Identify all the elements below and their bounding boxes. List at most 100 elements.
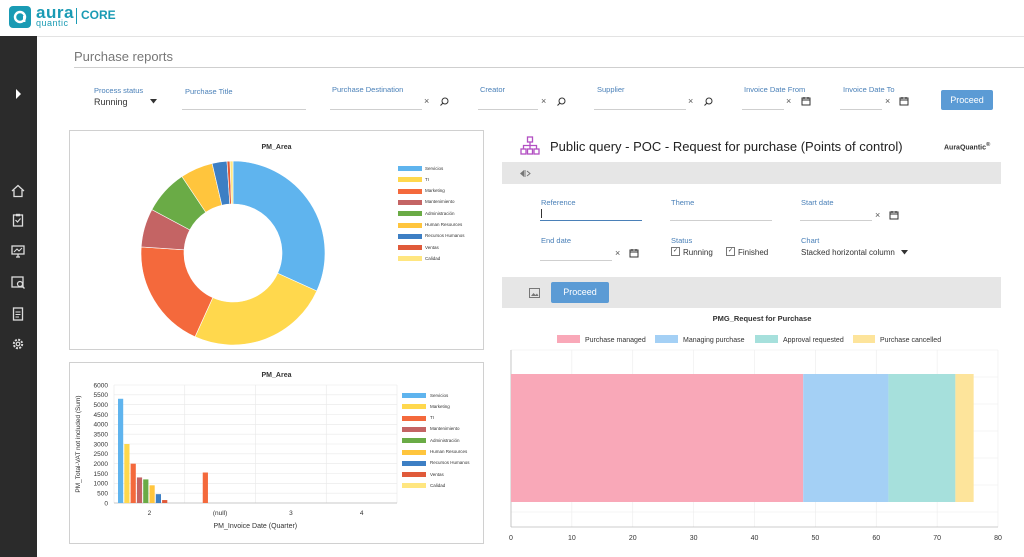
end-date-input[interactable] [540, 260, 612, 261]
legend-label: TI [425, 176, 429, 182]
status-label: Status [671, 236, 693, 245]
x-tick-label: 50 [811, 535, 819, 542]
calendar-icon[interactable] [899, 96, 909, 106]
legend-swatch [402, 483, 426, 489]
collapse-icon[interactable] [519, 169, 531, 178]
y-tick-label: 4500 [94, 412, 109, 419]
reference-input[interactable] [540, 220, 642, 221]
legend-swatch [398, 233, 422, 239]
legend-swatch [402, 449, 426, 455]
search-icon[interactable] [704, 97, 713, 106]
clipboard-icon[interactable] [10, 212, 26, 228]
bar[interactable] [155, 494, 161, 503]
finished-checkbox[interactable]: ✓ [726, 247, 735, 256]
clear-icon[interactable]: × [786, 96, 792, 106]
legend-swatch [853, 335, 875, 343]
purchase-title-input[interactable] [182, 109, 306, 110]
stacked-bar-segment[interactable] [955, 374, 974, 502]
end-date-label: End date [541, 236, 572, 245]
chart-type-select[interactable]: Stacked horizontal column [801, 248, 895, 257]
bar[interactable] [124, 444, 130, 503]
query-proceed-button[interactable]: Proceed [551, 282, 609, 303]
search-icon[interactable] [440, 97, 449, 106]
chart-type-label: Chart [801, 236, 820, 245]
bar[interactable] [130, 463, 136, 503]
start-date-label: Start date [801, 198, 834, 207]
donut-slice[interactable] [229, 160, 234, 205]
purchase-title-label: Purchase Title [185, 87, 233, 96]
theme-input[interactable] [670, 220, 772, 221]
y-axis-label: PM_Total-VAT not included (Sum) [75, 395, 82, 492]
monitor-icon[interactable] [10, 243, 26, 259]
product-name: CORE [81, 8, 116, 22]
running-checkbox[interactable]: ✓ [671, 247, 680, 256]
stacked-bar-segment[interactable] [888, 374, 956, 502]
clear-icon[interactable]: × [424, 96, 430, 106]
legend-swatch [402, 426, 426, 432]
proceed-button[interactable]: Proceed [941, 90, 993, 110]
bar[interactable] [149, 485, 155, 503]
legend-swatch [398, 188, 422, 194]
expand-arrow-icon[interactable] [10, 86, 26, 102]
image-icon[interactable] [529, 288, 540, 298]
x-tick-label: 4 [360, 510, 364, 517]
legend-swatch [402, 393, 426, 398]
legend-swatch [557, 335, 580, 343]
clear-icon[interactable]: × [885, 96, 891, 106]
query-title: Public query - POC - Request for purchas… [550, 139, 903, 154]
bar[interactable] [118, 398, 124, 503]
x-tick-label: 10 [568, 535, 576, 542]
clear-icon[interactable]: × [541, 96, 547, 106]
start-date-input[interactable] [800, 220, 872, 221]
chevron-down-icon[interactable] [901, 250, 908, 255]
donut-slice[interactable] [194, 272, 318, 346]
supplier-label: Supplier [597, 85, 625, 94]
calendar-icon[interactable] [889, 210, 899, 220]
y-tick-label: 6000 [94, 382, 109, 389]
legend-swatch [402, 438, 426, 444]
search-icon[interactable] [557, 97, 566, 106]
x-tick-label: 20 [629, 535, 637, 542]
legend-label: Servicios [425, 165, 444, 171]
y-tick-label: 500 [97, 490, 108, 497]
bar[interactable] [162, 500, 168, 503]
stacked-bar-segment[interactable] [803, 374, 889, 502]
y-tick-label: 4000 [94, 422, 109, 429]
x-axis-label: PM_Invoice Date (Quarter) [214, 523, 298, 530]
supplier-input[interactable] [594, 109, 686, 110]
legend-label: Purchase managed [585, 337, 646, 344]
bar[interactable] [202, 472, 208, 503]
clear-icon[interactable]: × [615, 248, 621, 258]
report-icon[interactable] [10, 306, 26, 322]
legend-label: Human Resources [425, 222, 463, 227]
finished-checkbox-label: Finished [738, 248, 769, 257]
purchase-destination-input[interactable] [330, 109, 422, 110]
bar[interactable] [143, 479, 149, 503]
stacked-bar-segment[interactable] [511, 374, 804, 502]
clear-icon[interactable]: × [688, 96, 694, 106]
calendar-icon[interactable] [801, 96, 811, 106]
chevron-down-icon[interactable] [150, 99, 157, 104]
settings-icon[interactable] [10, 336, 26, 352]
logo-icon[interactable] [9, 6, 31, 28]
invoice-date-to-input[interactable] [840, 109, 882, 110]
legend-label: Calidad [430, 482, 446, 488]
legend-swatch [398, 256, 422, 262]
legend-label: Marketing [425, 188, 445, 194]
donut-slice[interactable] [232, 160, 326, 292]
invoice-date-from-input[interactable] [742, 109, 784, 110]
y-tick-label: 5000 [94, 402, 109, 409]
calendar-icon[interactable] [629, 248, 639, 258]
home-icon[interactable] [10, 183, 26, 199]
creator-input[interactable] [478, 109, 538, 110]
legend-label: Recursos Humanos [430, 460, 470, 466]
legend-label: Marketing [430, 403, 450, 409]
search-window-icon[interactable] [10, 274, 26, 290]
clear-icon[interactable]: × [875, 210, 881, 220]
sidebar [0, 36, 37, 557]
process-status-select[interactable]: Running [94, 97, 128, 107]
bar[interactable] [136, 477, 143, 503]
bar-chart-panel: PM_Area 0 500 1000 1500 2000 2500 3000 3500 4000… [69, 362, 484, 544]
legend-swatch [402, 415, 426, 421]
invoice-date-from-label: Invoice Date From [744, 85, 806, 94]
